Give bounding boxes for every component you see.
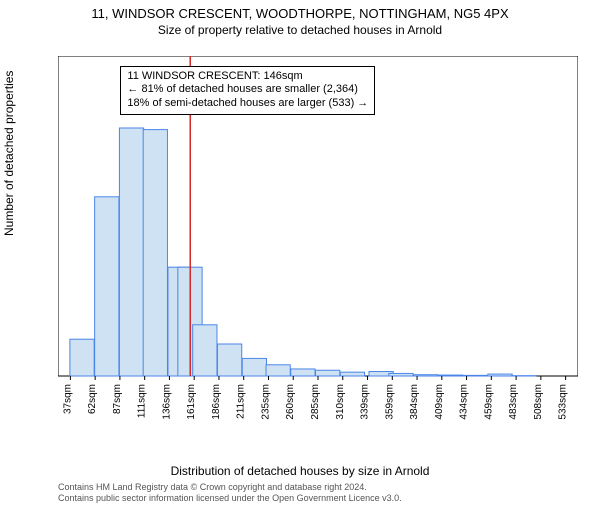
x-tick-label: 434sqm	[459, 384, 470, 420]
chart-container: 11, WINDSOR CRESCENT, WOODTHORPE, NOTTIN…	[0, 6, 600, 506]
histogram-bar	[193, 325, 217, 376]
x-tick-label: 161sqm	[186, 384, 197, 420]
x-tick-label: 533sqm	[558, 384, 569, 420]
x-tick-label: 409sqm	[434, 384, 445, 420]
annotation-box: 11 WINDSOR CRESCENT: 146sqm ← 81% of det…	[120, 66, 375, 115]
histogram-bar	[70, 339, 94, 376]
histogram-bar	[217, 344, 241, 376]
x-tick-label: 310sqm	[335, 384, 346, 420]
x-tick-label: 384sqm	[409, 384, 420, 420]
histogram-bar	[316, 370, 340, 376]
chart-title: 11, WINDSOR CRESCENT, WOODTHORPE, NOTTIN…	[0, 6, 600, 21]
x-tick-label: 459sqm	[483, 384, 494, 420]
histogram-bar	[143, 130, 167, 376]
histogram-bar	[95, 197, 119, 376]
annotation-line-2: ← 81% of detached houses are smaller (2,…	[127, 83, 368, 97]
annotation-line-1: 11 WINDSOR CRESCENT: 146sqm	[127, 70, 368, 84]
histogram-bar	[438, 375, 462, 376]
x-tick-label: 260sqm	[285, 384, 296, 420]
histogram-bar	[266, 365, 290, 376]
histogram-bar	[488, 374, 512, 376]
chart-subtitle: Size of property relative to detached ho…	[0, 23, 600, 37]
x-tick-label: 339sqm	[360, 384, 371, 420]
x-tick-label: 285sqm	[310, 384, 321, 420]
x-tick-label: 359sqm	[384, 384, 395, 420]
x-axis-label: Distribution of detached houses by size …	[0, 464, 600, 478]
x-tick-label: 483sqm	[508, 384, 519, 420]
x-tick-label: 235sqm	[260, 384, 271, 420]
histogram-bar	[414, 375, 438, 376]
x-tick-label: 211sqm	[236, 384, 247, 419]
footer-line-1: Contains HM Land Registry data © Crown c…	[58, 482, 580, 493]
x-tick-label: 111sqm	[137, 384, 148, 418]
x-tick-label: 186sqm	[211, 384, 222, 420]
histogram-bar	[389, 373, 413, 376]
histogram-bar	[119, 128, 143, 376]
x-tick-label: 508sqm	[533, 384, 544, 420]
histogram-bar	[242, 358, 266, 376]
x-tick-label: 37sqm	[62, 384, 73, 414]
x-tick-label: 136sqm	[161, 384, 172, 420]
footer-line-2: Contains public sector information licen…	[58, 493, 580, 504]
histogram-bar	[463, 375, 487, 376]
annotation-line-3: 18% of semi-detached houses are larger (…	[127, 97, 368, 111]
histogram-bar	[291, 369, 315, 376]
histogram-bar	[340, 372, 364, 376]
footer-attribution: Contains HM Land Registry data © Crown c…	[58, 482, 580, 504]
chart-plot-area: 0100200300400500600700800900100037sqm62s…	[58, 56, 578, 426]
x-tick-label: 62sqm	[87, 384, 98, 414]
x-tick-label: 87sqm	[112, 384, 123, 414]
y-axis-label: Number of detached properties	[2, 71, 16, 236]
